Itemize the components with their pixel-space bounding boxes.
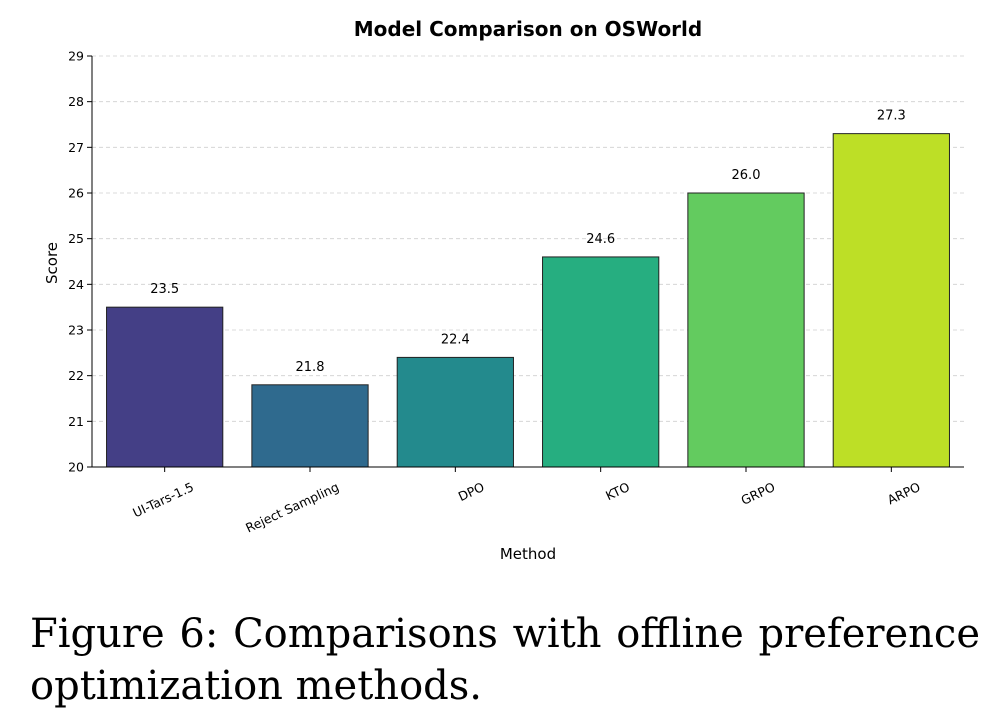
y-tick-label: 29 (68, 49, 84, 64)
bar-value-label: 22.4 (441, 332, 470, 347)
axes (91, 56, 964, 468)
x-tick-label: KTO (603, 479, 632, 503)
y-axis-label: Score (43, 242, 61, 284)
y-ticks: 20 21 22 23 24 25 26 27 28 29 (68, 49, 92, 475)
x-tick-label: ARPO (885, 479, 923, 507)
y-tick-label: 25 (68, 231, 84, 246)
bar-value-label: 21.8 (296, 360, 325, 375)
bar-value-label: 26.0 (732, 168, 761, 183)
y-tick-label: 20 (68, 460, 84, 475)
y-tick-label: 23 (68, 323, 84, 338)
bar (396, 356, 514, 468)
x-tick-label: DPO (456, 479, 487, 504)
bar (251, 384, 369, 468)
y-tick-label: 26 (68, 186, 84, 201)
value-labels: 23.5 21.8 22.4 24.6 26.0 27.3 (150, 109, 906, 375)
bar (542, 256, 660, 468)
x-tick-label: GRPO (739, 479, 778, 508)
bar (106, 306, 224, 468)
bar-value-label: 23.5 (150, 282, 179, 297)
bar-value-label: 24.6 (586, 232, 615, 247)
y-tick-label: 28 (68, 94, 84, 109)
bars (106, 133, 950, 468)
bar (687, 192, 805, 468)
y-tick-label: 21 (68, 414, 84, 429)
x-axis-label: Method (500, 545, 556, 563)
x-tick-label: UI-Tars-1.5 (130, 479, 196, 520)
grid-lines (92, 55, 964, 422)
chart-title: Model Comparison on OSWorld (354, 17, 702, 41)
y-tick-label: 24 (68, 277, 84, 292)
bar-value-label: 27.3 (877, 109, 906, 124)
y-tick-label: 27 (68, 140, 84, 155)
x-ticks: UI-Tars-1.5 Reject Sampling DPO KTO GRPO ARPO (130, 467, 923, 536)
bar-chart: 20 21 22 23 24 25 26 27 28 29 UI-Tars-1.5 Reject S… (43, 17, 964, 563)
bar (832, 133, 950, 468)
x-tick-label: Reject Sampling (243, 479, 341, 535)
y-tick-label: 22 (68, 368, 84, 383)
figure-caption: Figure 6: Comparisons with offline prefe… (30, 611, 980, 709)
